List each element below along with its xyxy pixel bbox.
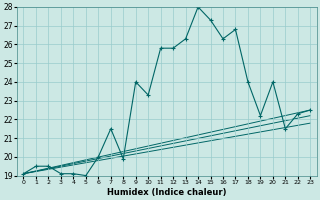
X-axis label: Humidex (Indice chaleur): Humidex (Indice chaleur): [107, 188, 227, 197]
